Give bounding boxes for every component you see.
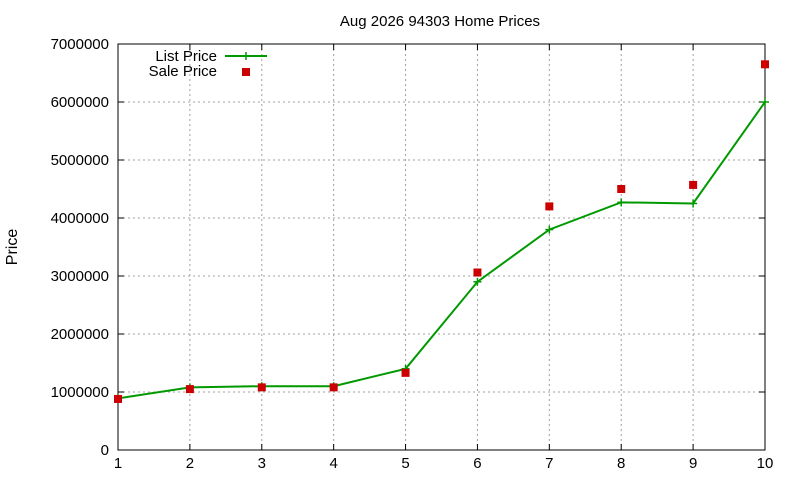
y-tick-label: 3000000 bbox=[51, 268, 109, 285]
legend-marker-list-price bbox=[242, 52, 250, 60]
legend-marker-sale-price bbox=[242, 68, 250, 76]
x-tick-label: 1 bbox=[114, 455, 122, 472]
sale-price-point bbox=[257, 383, 266, 392]
sale-price-point bbox=[329, 383, 338, 392]
y-tick-label: 0 bbox=[101, 442, 109, 459]
list-price-point bbox=[761, 98, 769, 106]
y-axis-label: Price bbox=[4, 229, 21, 266]
y-tick-label: 1000000 bbox=[51, 384, 109, 401]
x-tick-label: 7 bbox=[545, 455, 553, 472]
legend-label-sale-price: Sale Price bbox=[149, 63, 217, 80]
x-tick-label: 5 bbox=[401, 455, 409, 472]
sale-price-point bbox=[689, 180, 698, 189]
legend-label-list-price: List Price bbox=[155, 48, 217, 65]
y-tick-label: 5000000 bbox=[51, 152, 109, 169]
sale-price-point bbox=[114, 394, 122, 403]
plot-frame bbox=[117, 43, 766, 451]
list-price-point bbox=[473, 277, 482, 286]
sale-price-point bbox=[761, 60, 769, 69]
grid-lines bbox=[118, 44, 765, 450]
x-tick-label: 8 bbox=[617, 455, 625, 472]
x-tick-label: 4 bbox=[329, 455, 337, 472]
y-tick-label: 7000000 bbox=[51, 36, 109, 53]
series-layer bbox=[114, 60, 769, 403]
axis-ticks: 1 2 3 4 5 6 7 8 9 10 0 1000000 2000000 3000000 4000000… bbox=[51, 36, 774, 472]
chart-title: Aug 2026 94303 Home Prices bbox=[340, 13, 540, 30]
y-tick-label: 2000000 bbox=[51, 326, 109, 343]
x-tick-label: 6 bbox=[473, 455, 481, 472]
sale-price-point bbox=[401, 368, 410, 377]
list-price-line bbox=[117, 101, 766, 400]
list-price-point bbox=[689, 199, 698, 208]
x-tick-label: 9 bbox=[689, 455, 697, 472]
sale-price-point bbox=[617, 185, 626, 193]
list-price-point bbox=[617, 198, 626, 207]
sale-price-point bbox=[185, 385, 194, 394]
list-price-point bbox=[545, 225, 554, 234]
x-tick-label: 2 bbox=[186, 455, 194, 472]
x-tick-label: 10 bbox=[757, 455, 774, 472]
y-tick-label: 6000000 bbox=[51, 94, 109, 111]
sale-price-point bbox=[545, 202, 554, 211]
sale-price-point bbox=[473, 268, 482, 277]
x-tick-label: 3 bbox=[258, 455, 266, 472]
y-tick-label: 4000000 bbox=[51, 210, 109, 227]
